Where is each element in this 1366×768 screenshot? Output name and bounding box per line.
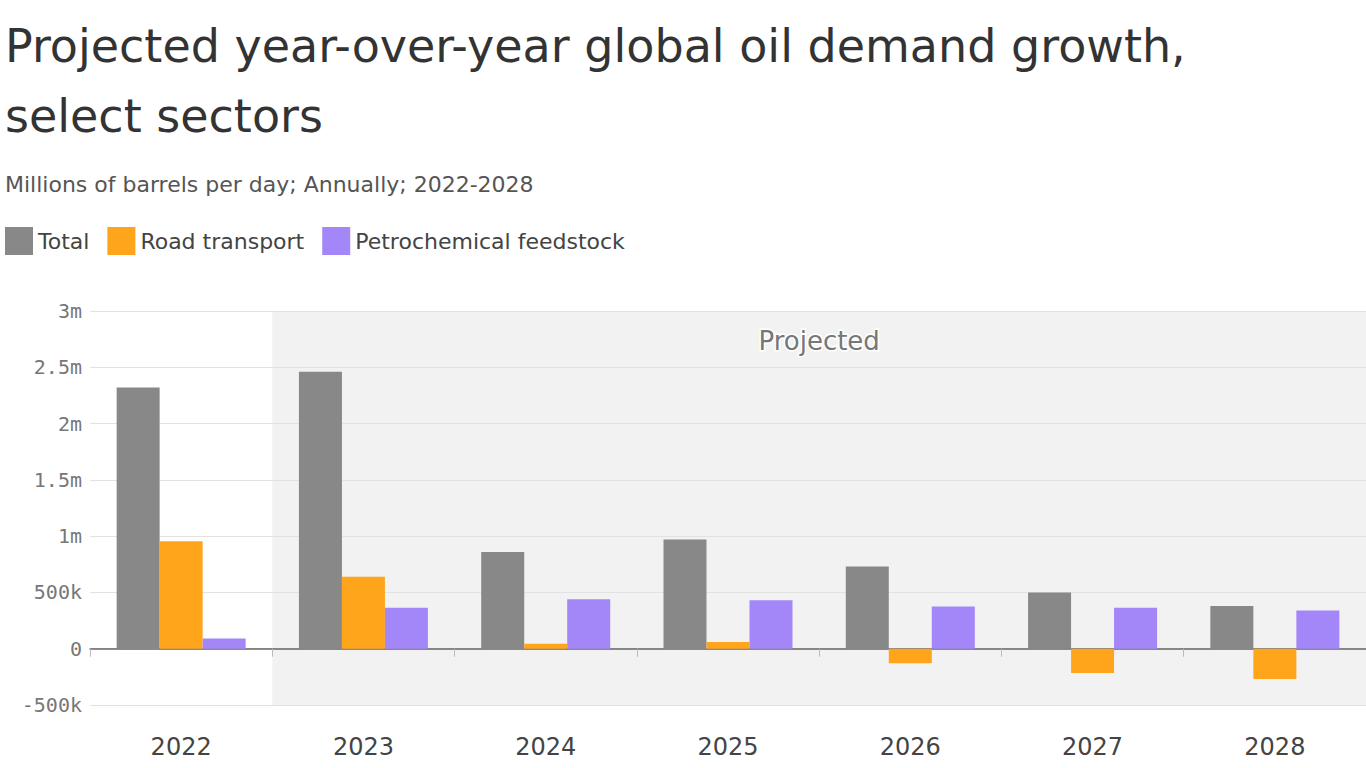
- svg-text:Total: Total: [37, 229, 89, 254]
- svg-text:-500k: -500k: [22, 693, 82, 717]
- svg-text:1m: 1m: [58, 524, 82, 548]
- svg-text:2024: 2024: [515, 733, 576, 761]
- svg-text:2022: 2022: [151, 733, 212, 761]
- svg-text:2027: 2027: [1062, 733, 1123, 761]
- svg-text:0: 0: [70, 637, 82, 661]
- svg-text:2m: 2m: [58, 412, 82, 436]
- svg-text:2025: 2025: [697, 733, 758, 761]
- svg-text:2026: 2026: [880, 733, 941, 761]
- svg-text:Projected: Projected: [758, 326, 879, 356]
- svg-text:3m: 3m: [58, 299, 82, 323]
- svg-text:2023: 2023: [333, 733, 394, 761]
- svg-text:2028: 2028: [1244, 733, 1305, 761]
- svg-text:Petrochemical feedstock: Petrochemical feedstock: [355, 229, 625, 254]
- svg-text:select sectors: select sectors: [5, 89, 323, 143]
- svg-text:500k: 500k: [34, 580, 82, 604]
- svg-text:Projected year-over-year globa: Projected year-over-year global oil dema…: [5, 19, 1200, 73]
- svg-text:Road transport: Road transport: [140, 229, 304, 254]
- svg-text:2.5m: 2.5m: [34, 355, 82, 379]
- svg-text:Millions of barrels per day; A: Millions of barrels per day; Annually; 2…: [5, 172, 534, 197]
- svg-text:1.5m: 1.5m: [34, 468, 82, 492]
